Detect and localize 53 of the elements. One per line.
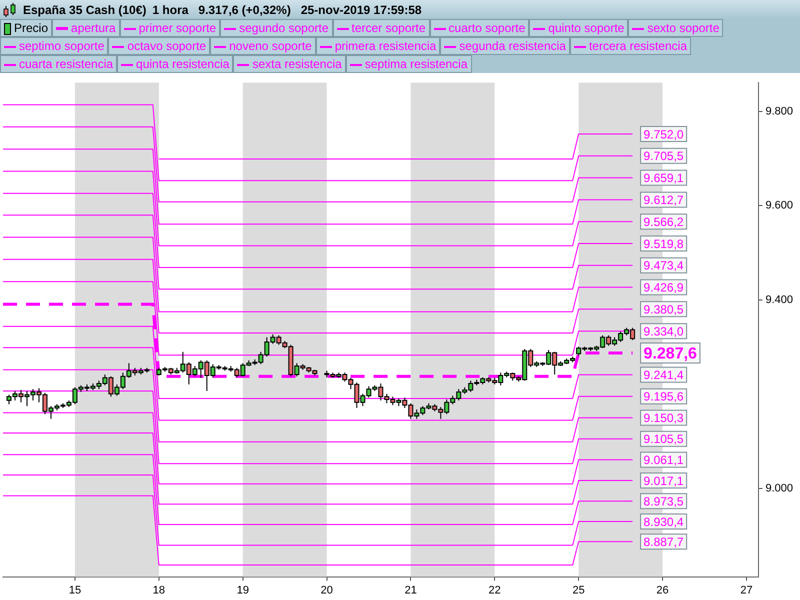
x-tick-label: 25 — [572, 584, 585, 596]
data-label: 9.195,6 — [644, 390, 684, 404]
data-label: 8.973,5 — [644, 494, 684, 508]
legend-label: sexto soporte — [647, 21, 720, 35]
legend-label: noveno soporte — [229, 39, 312, 53]
legend-label: tercera resistencia — [588, 39, 687, 53]
data-label: 9.287,6 — [644, 345, 698, 362]
legend-label: octavo soporte — [127, 39, 206, 53]
x-tick-label: 21 — [404, 584, 417, 596]
chart-subtitle: 1 hora 9.317,6 (+0,32%) 25-nov-2019 17:59:58 — [152, 2, 422, 16]
data-label: 9.426,9 — [644, 280, 684, 295]
data-label: 9.705,5 — [644, 149, 684, 164]
x-tick-label: 22 — [488, 584, 501, 596]
data-label: 9.566,2 — [644, 214, 684, 229]
legend-label: primera resistencia — [334, 39, 436, 53]
data-label: 9.473,4 — [644, 258, 684, 273]
x-tick-label: 20 — [320, 584, 333, 596]
x-tick-label: 26 — [656, 584, 669, 596]
legend-label: sexta resistencia — [252, 57, 342, 71]
data-label: 9.380,5 — [644, 302, 684, 316]
data-label: 9.241,4 — [644, 368, 684, 382]
legend-label: segundo soporte — [239, 21, 328, 35]
data-label: 9.150,3 — [644, 411, 684, 426]
legend-label: segunda resistencia — [459, 39, 566, 53]
data-label: 9.017,1 — [644, 474, 684, 488]
legend-label: quinta resistencia — [136, 57, 230, 71]
data-label: 9.612,7 — [644, 193, 684, 207]
y-tick-label: 9.400 — [765, 294, 794, 306]
legend-label: quinto soporte — [548, 21, 624, 35]
data-label: 9.519,8 — [644, 236, 684, 251]
x-tick-label: 15 — [68, 584, 82, 596]
x-tick-label: 27 — [740, 584, 753, 596]
chart-title: España 35 Cash (10€) — [23, 2, 146, 16]
legend-label: Precio — [14, 21, 48, 35]
legend-label: cuarto soporte — [448, 21, 526, 35]
legend-label: tercer soporte — [352, 21, 426, 35]
y-tick-label: 9.600 — [765, 200, 794, 212]
legend-label: apertura — [71, 21, 116, 35]
data-label: 9.105,5 — [644, 432, 684, 446]
data-label: 9.659,1 — [644, 171, 684, 186]
data-label: 8.930,4 — [644, 514, 684, 529]
data-label: 8.887,7 — [644, 534, 684, 549]
x-tick-label: 19 — [236, 584, 249, 596]
x-tick-label: 18 — [152, 584, 166, 596]
y-tick-label: 9.000 — [765, 482, 794, 495]
legend-label: primer soporte — [138, 21, 216, 35]
data-label: 9.061,1 — [644, 453, 684, 468]
legend-label: septimo soporte — [19, 39, 104, 53]
data-label: 9.752,0 — [644, 127, 684, 142]
legend-label: septima resistencia — [364, 57, 468, 71]
data-label: 9.334,0 — [644, 324, 684, 338]
legend-label: cuarta resistencia — [19, 57, 114, 71]
y-tick-label: 9.800 — [765, 105, 794, 118]
